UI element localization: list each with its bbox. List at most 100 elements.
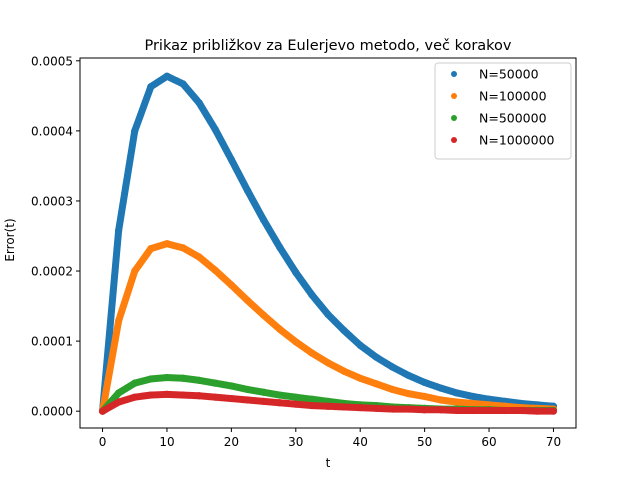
data-point <box>243 186 252 195</box>
y-tick-label: 0.0002 <box>31 265 73 279</box>
legend: N=50000 N=100000 N=500000 N=1000000 <box>434 62 572 160</box>
data-point <box>259 216 268 224</box>
data-point <box>131 267 139 275</box>
data-point <box>501 406 509 415</box>
x-tick-label: 40 <box>353 435 368 449</box>
data-point <box>179 80 187 88</box>
data-point <box>388 363 397 371</box>
x-axis-label: t <box>326 456 331 470</box>
data-point <box>131 393 139 401</box>
data-point <box>372 380 380 388</box>
data-point <box>179 244 187 252</box>
series-n-1000000 <box>98 390 558 415</box>
data-point <box>211 266 219 274</box>
x-axis: 0 10 20 30 40 50 60 70 <box>99 428 561 449</box>
data-point <box>388 385 397 394</box>
y-axis-label: Error(t) <box>3 218 17 261</box>
data-point <box>437 384 445 392</box>
data-point <box>356 341 364 349</box>
data-point <box>259 397 268 405</box>
data-point <box>453 389 461 397</box>
data-point <box>404 405 413 413</box>
data-point <box>211 379 219 387</box>
data-point <box>115 317 123 325</box>
data-point <box>243 385 252 394</box>
data-point <box>195 253 203 261</box>
legend-label: N=1000000 <box>479 133 555 148</box>
y-tick-label: 0.0000 <box>31 405 73 419</box>
legend-box <box>434 62 572 160</box>
data-point <box>356 374 364 382</box>
data-point <box>243 396 252 404</box>
data-point <box>276 243 284 251</box>
data-point <box>163 72 171 80</box>
data-point <box>308 349 316 357</box>
legend-marker <box>451 71 457 77</box>
y-tick-label: 0.0004 <box>31 124 73 138</box>
data-point <box>308 401 316 410</box>
plot-frame <box>79 57 577 429</box>
data-point <box>308 291 316 299</box>
y-tick-label: 0.0001 <box>31 335 73 349</box>
data-point <box>195 376 203 384</box>
legend-label: N=100000 <box>479 89 547 104</box>
data-point <box>469 406 477 415</box>
data-point <box>131 127 139 135</box>
x-tick-label: 10 <box>159 435 174 449</box>
data-point <box>469 399 477 408</box>
data-point <box>421 378 429 387</box>
data-point <box>340 367 348 375</box>
data-point <box>324 310 332 319</box>
data-point <box>276 325 284 333</box>
data-point <box>211 393 219 401</box>
data-point <box>115 398 123 406</box>
data-point <box>227 156 235 164</box>
data-point <box>453 398 461 406</box>
data-point <box>421 406 429 414</box>
data-point <box>404 390 413 398</box>
data-point <box>469 392 477 401</box>
data-point <box>147 83 155 91</box>
x-tick-label: 60 <box>481 435 496 449</box>
plot-area <box>79 57 577 429</box>
data-point <box>211 125 219 134</box>
x-tick-label: 20 <box>224 435 239 449</box>
data-point <box>243 296 252 305</box>
x-tick-label: 50 <box>417 435 432 449</box>
data-point <box>517 406 525 415</box>
data-point <box>549 407 558 415</box>
data-point <box>163 373 171 382</box>
data-point <box>276 399 284 407</box>
data-point <box>292 268 300 277</box>
data-point <box>421 392 429 401</box>
legend-marker <box>451 137 457 143</box>
data-point <box>437 406 445 414</box>
data-point <box>195 99 203 107</box>
data-point <box>340 326 348 335</box>
data-point <box>227 382 235 390</box>
data-point <box>147 375 155 383</box>
data-point <box>179 374 187 382</box>
y-axis: 0.0000 0.0001 0.0002 0.0003 0.0004 0.0005 <box>31 54 80 419</box>
x-tick-label: 70 <box>546 435 561 449</box>
y-tick-label: 0.0003 <box>31 194 73 208</box>
data-point <box>276 391 284 399</box>
legend-marker <box>451 115 457 121</box>
data-point <box>259 311 268 319</box>
x-tick-label: 30 <box>288 435 303 449</box>
data-point <box>324 402 332 410</box>
data-point <box>227 394 235 403</box>
data-point <box>292 400 300 408</box>
data-point <box>485 395 493 403</box>
chart-title: Prikaz približkov za Eulerjevo metodo, v… <box>144 38 511 54</box>
legend-label: N=500000 <box>479 111 547 126</box>
data-point <box>195 392 203 400</box>
data-point <box>163 240 171 248</box>
data-point <box>372 353 380 361</box>
legend-label: N=50000 <box>479 67 539 82</box>
data-point <box>485 406 493 415</box>
y-tick-label: 0.0005 <box>31 54 73 68</box>
data-point <box>437 396 445 404</box>
